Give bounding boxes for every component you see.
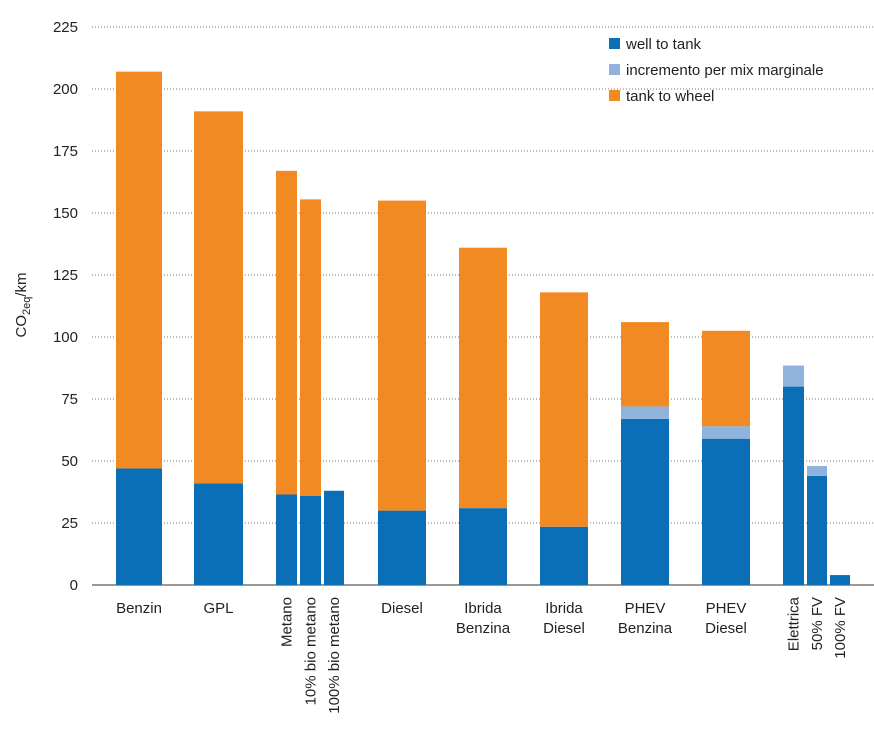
bar-segment-tank-to-wheel <box>540 292 588 527</box>
y-tick-label: 50 <box>61 453 78 470</box>
x-tick-label: GPL <box>203 600 233 617</box>
bar-segment-incremento <box>807 465 827 476</box>
x-tick-label: Metano <box>279 597 296 647</box>
legend: well to tank incremento per mix marginale… <box>609 36 824 105</box>
legend-swatch <box>609 38 620 49</box>
x-tick-label: Ibrida <box>545 600 583 617</box>
legend-label: tank to wheel <box>626 88 714 105</box>
bar-segment-tank-to-wheel <box>300 199 321 496</box>
bar-segment-tank-to-wheel <box>194 111 243 484</box>
x-tick-label: Ibrida <box>464 600 502 617</box>
y-tick-label: 100 <box>53 329 78 346</box>
bar-segment-well-to-tank <box>540 526 588 585</box>
bar-segment-well-to-tank <box>116 468 162 585</box>
legend-swatch <box>609 64 620 75</box>
bar-stack <box>621 322 669 585</box>
bar-stack <box>540 292 588 585</box>
x-tick-label: Diesel <box>543 620 585 637</box>
bar-stack <box>807 465 827 585</box>
bar-stack <box>116 71 162 585</box>
bar-segment-well-to-tank <box>378 510 426 585</box>
x-tick-label: Benzina <box>456 620 511 637</box>
x-tick-label: 50% FV <box>809 597 826 650</box>
y-tick-label: 225 <box>53 19 78 36</box>
y-tick-label: 75 <box>61 391 78 408</box>
bar-segment-well-to-tank <box>194 483 243 585</box>
bar-segment-tank-to-wheel <box>276 170 297 495</box>
legend-label: well to tank <box>625 36 702 53</box>
bar-stack <box>300 199 321 585</box>
bar-segment-well-to-tank <box>459 508 507 585</box>
bar-segment-tank-to-wheel <box>621 322 669 407</box>
bar-segment-well-to-tank <box>783 386 804 585</box>
bar-segment-tank-to-wheel <box>116 71 162 469</box>
x-tick-label: 100% bio metano <box>326 597 343 714</box>
bars <box>116 71 850 585</box>
y-tick-label: 25 <box>61 515 78 532</box>
y-tick-label: 150 <box>53 205 78 222</box>
bar-stack <box>702 330 750 585</box>
y-tick-label: 175 <box>53 143 78 160</box>
bar-segment-tank-to-wheel <box>459 247 507 509</box>
y-tick-label: 200 <box>53 81 78 98</box>
x-tick-label: PHEV <box>625 600 666 617</box>
bar-stack <box>830 575 850 585</box>
y-tick-label: 125 <box>53 267 78 284</box>
bar-segment-well-to-tank <box>621 418 669 585</box>
x-tick-label: PHEV <box>706 600 747 617</box>
y-axis-ticks: 0 25 50 75 100 125 150 175 200 225 <box>53 19 78 594</box>
bar-segment-tank-to-wheel <box>702 330 750 427</box>
x-tick-label: Diesel <box>381 600 423 617</box>
bar-segment-well-to-tank <box>324 490 344 585</box>
bar-segment-incremento <box>702 426 750 439</box>
legend-label: incremento per mix marginale <box>626 62 824 79</box>
x-tick-label: 10% bio metano <box>303 597 320 705</box>
bar-segment-well-to-tank <box>830 575 850 585</box>
legend-swatch <box>609 90 620 101</box>
x-axis-labels: Benzin GPL Metano 10% bio metano 100% bio me… <box>116 596 849 713</box>
bar-segment-incremento <box>621 406 669 419</box>
bar-segment-well-to-tank <box>300 495 321 585</box>
bar-segment-incremento <box>783 365 804 387</box>
bar-segment-well-to-tank <box>276 494 297 585</box>
bar-stack <box>459 247 507 585</box>
x-tick-label: 100% FV <box>832 597 849 659</box>
y-tick-label: 0 <box>70 577 78 594</box>
bar-segment-well-to-tank <box>702 438 750 585</box>
x-tick-label: Benzin <box>116 600 162 617</box>
x-tick-label: Elettrica <box>786 596 803 651</box>
bar-segment-well-to-tank <box>807 475 827 585</box>
bar-segment-tank-to-wheel <box>378 200 426 511</box>
y-axis-title: CO2eq/km <box>13 272 33 337</box>
bar-stack <box>276 170 297 585</box>
bar-stack <box>378 200 426 585</box>
bar-stack <box>324 490 344 585</box>
bar-stack <box>194 111 243 585</box>
x-tick-label: Diesel <box>705 620 747 637</box>
bar-stack <box>783 365 804 585</box>
x-tick-label: Benzina <box>618 620 673 637</box>
